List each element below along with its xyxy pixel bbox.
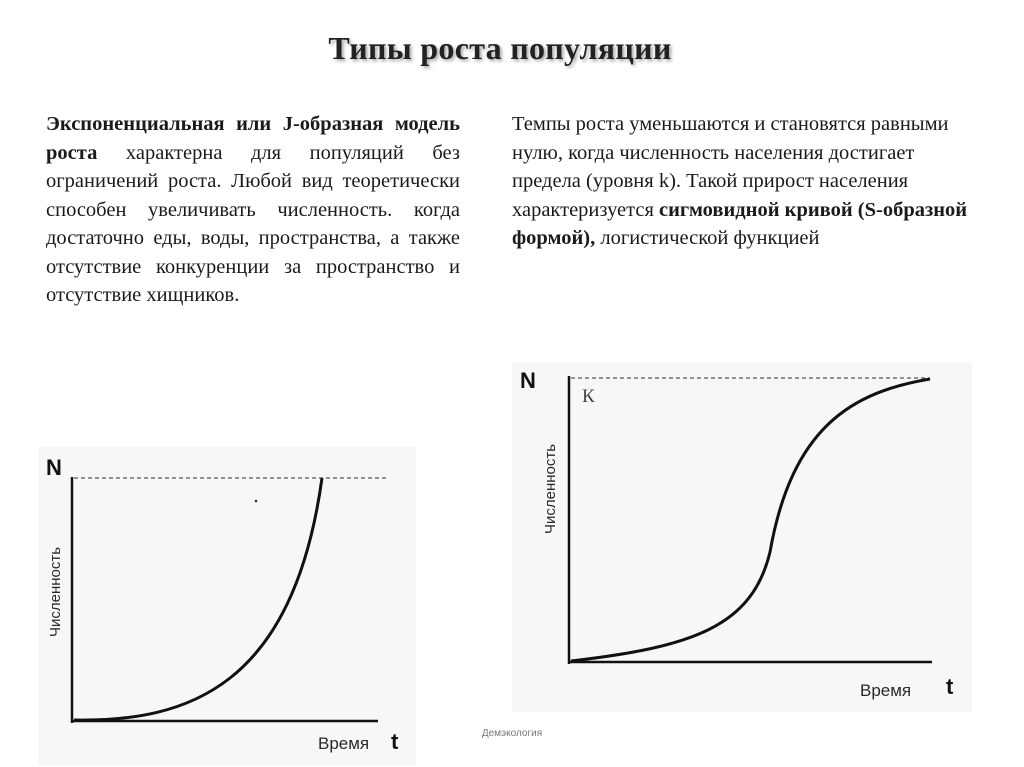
s-curve-term: сигмовидной кривой (S-образной формой), (512, 198, 968, 250)
j-y-axis-label: Численность (47, 547, 64, 637)
j-curve-text: характерна для популяций без ограничений… (46, 141, 460, 307)
j-curve-line (73, 477, 324, 722)
s-curve-text-1: Темпы роста уменьшаются и становятся рав… (512, 113, 949, 221)
footer-label: Демэкология (481, 728, 543, 739)
s-curve-text-2: логистической функцией (595, 227, 820, 249)
j-x-axis-symbol: t (391, 729, 399, 754)
s-y-axis-symbol: N (520, 368, 536, 393)
s-curve-chart: N К Численность Время t (512, 362, 972, 712)
s-x-axis-symbol: t (946, 674, 954, 699)
s-x-axis-label: Время (860, 681, 911, 700)
slide-title: Типы роста популяции (328, 30, 672, 66)
s-k-label: К (582, 386, 595, 407)
j-curve-chart: N Численность Время t (38, 447, 416, 765)
s-curve-line (570, 377, 931, 663)
j-curve-description: Экспоненциальная или J-образная модель р… (46, 110, 460, 310)
s-curve-svg: N К Численность Время t (520, 368, 954, 700)
s-curve-description: Темпы роста уменьшаются и становятся рав… (512, 110, 982, 253)
j-x-axis-label: Время (318, 734, 369, 753)
j-speck-dot (254, 499, 258, 503)
s-y-axis-label: Численность (542, 444, 559, 534)
j-curve-svg: N Численность Время t (46, 455, 399, 754)
j-y-axis-symbol: N (46, 455, 62, 480)
j-curve-term: Экспоненциальная или J-образная модель р… (46, 113, 460, 164)
